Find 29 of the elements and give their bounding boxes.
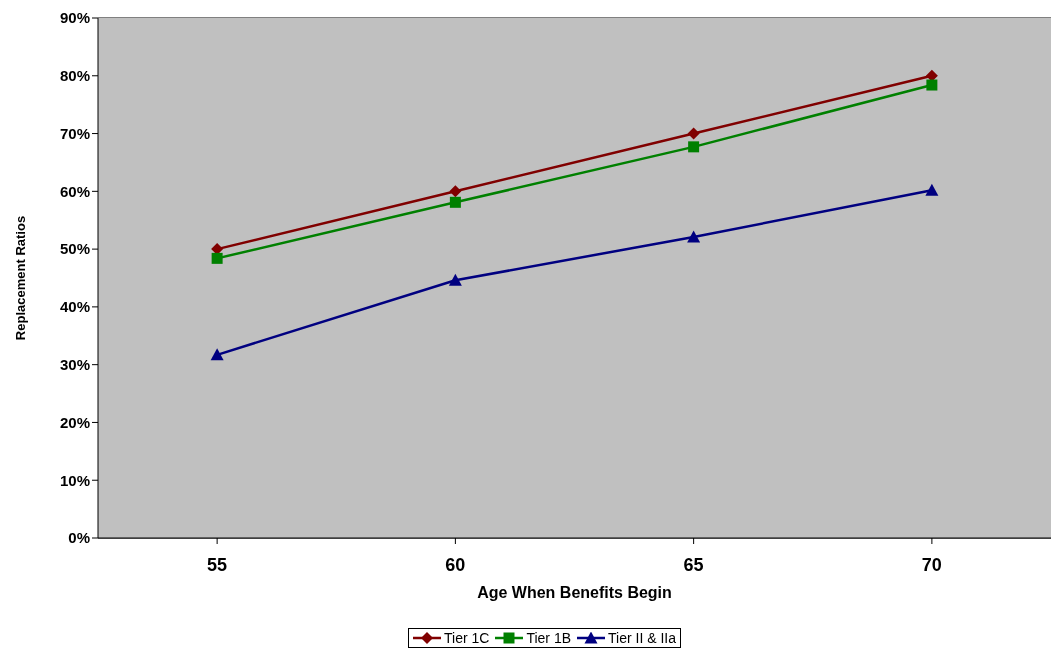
y-tick-label: 20% (59, 413, 90, 431)
point (449, 196, 461, 208)
point (926, 79, 938, 91)
point (688, 141, 700, 153)
point (448, 273, 462, 286)
y-tick-label: 70% (59, 124, 90, 142)
legend-label: Tier II & IIa (608, 630, 676, 646)
y-tick-label: 40% (59, 298, 90, 316)
y-tick-label: 0% (68, 529, 90, 547)
point (687, 230, 701, 243)
y-tick-label: 60% (59, 182, 90, 200)
x-tick-label: 55 (207, 554, 228, 575)
y-tick-label: 30% (59, 355, 90, 373)
legend-label: Tier 1B (526, 630, 572, 646)
point (211, 252, 223, 264)
y-tick-label: 50% (59, 240, 90, 258)
point (210, 348, 224, 361)
legend-label: Tier 1C (444, 630, 490, 646)
point (925, 183, 939, 196)
x-tick-label: 65 (683, 554, 704, 575)
x-tick-label: 60 (445, 554, 466, 575)
y-tick-label: 90% (59, 9, 90, 27)
y-axis-title: Replacement Ratios (12, 215, 28, 341)
y-tick-label: 10% (59, 471, 90, 489)
point (449, 185, 462, 198)
y-tick-label: 80% (59, 67, 90, 85)
x-axis-title: Age When Benefits Begin (477, 584, 672, 601)
x-tick-label: 70 (921, 554, 942, 575)
point (687, 127, 700, 140)
